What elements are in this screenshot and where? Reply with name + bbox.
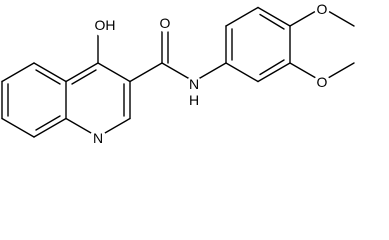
atom-label: N [93, 130, 103, 146]
molecule-diagram: OH O N H N O O [1, 0, 355, 146]
atom-labels: OH O N H N O O [93, 1, 328, 146]
atom-label: O [317, 74, 328, 90]
atom-label: N [189, 76, 199, 92]
atom-label: H [189, 92, 199, 108]
bonds [1, 6, 355, 138]
atom-label: O [160, 15, 171, 31]
atom-masks [90, 0, 330, 145]
atom-label: O [317, 1, 328, 17]
atom-label: OH [95, 17, 116, 33]
